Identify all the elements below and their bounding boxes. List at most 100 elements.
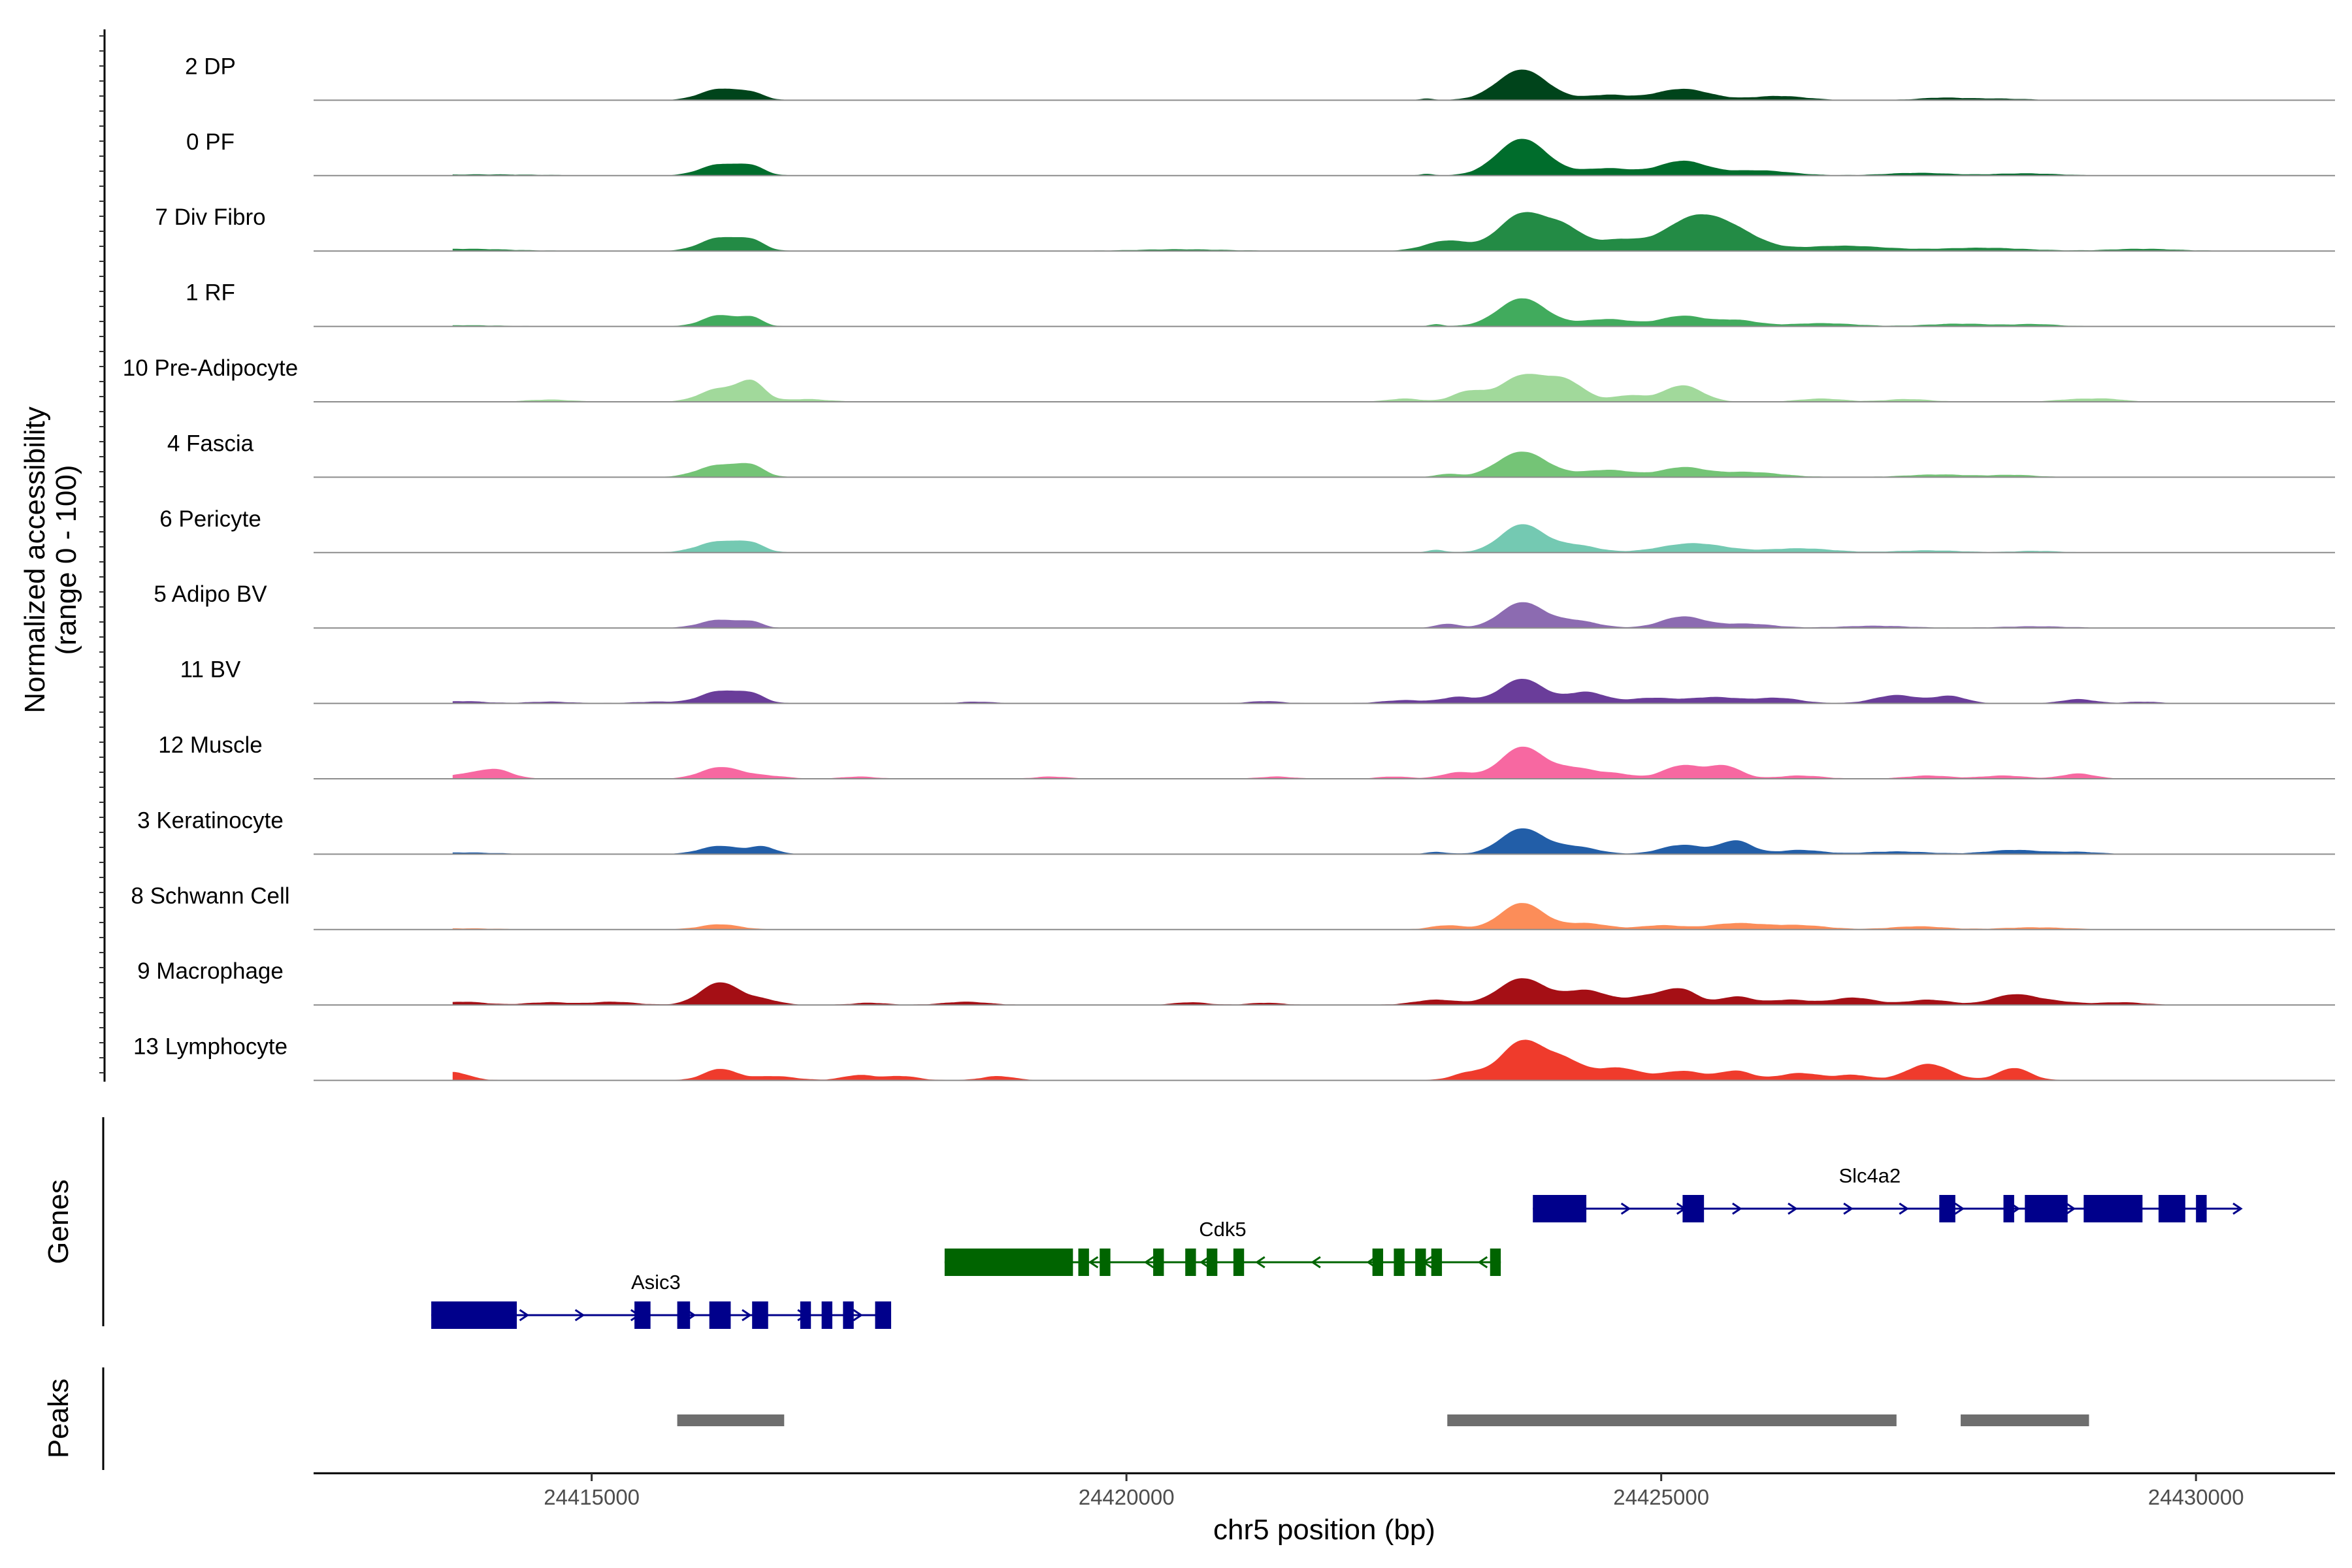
track-3-keratinocyte: 3 Keratinocyte xyxy=(137,808,2335,855)
exon xyxy=(2083,1195,2143,1222)
strand-arrow xyxy=(1620,1202,1631,1215)
peak-region xyxy=(677,1414,785,1426)
exon xyxy=(1372,1249,1384,1276)
track-label: 2 DP xyxy=(185,54,236,79)
y-axis-title: Normalized accessibility (range 0 - 100) xyxy=(19,406,82,713)
exon xyxy=(2196,1195,2207,1222)
strand-arrow xyxy=(1088,1256,1099,1269)
gene-label: Cdk5 xyxy=(1199,1218,1246,1241)
track-label: 4 Fascia xyxy=(167,431,254,456)
x-tick-label: 24425000 xyxy=(1613,1485,1709,1509)
exon xyxy=(1490,1249,1501,1276)
track-2-dp: 2 DP xyxy=(185,54,2335,101)
strand-arrow xyxy=(1843,1202,1854,1215)
x-axis-title: chr5 position (bp) xyxy=(1213,1514,1435,1546)
x-tick-label: 24430000 xyxy=(2148,1485,2244,1509)
strand-arrow xyxy=(742,1309,752,1322)
strand-arrow xyxy=(853,1309,863,1322)
exon xyxy=(875,1301,891,1329)
track-label: 10 Pre-Adipocyte xyxy=(123,355,298,381)
gene-slc4a2: Slc4a2 xyxy=(1533,1164,2243,1222)
exon xyxy=(1078,1249,1089,1276)
y-axis-title-line-2: (range 0 - 100) xyxy=(50,465,82,655)
exon xyxy=(821,1301,832,1329)
coverage-area xyxy=(452,978,2325,1005)
track-6-pericyte: 6 Pericyte xyxy=(159,506,2335,553)
track-label: 1 RF xyxy=(186,280,235,306)
peaks-track-title: Peaks xyxy=(42,1379,74,1458)
exon xyxy=(1533,1195,1587,1222)
peak-region xyxy=(1447,1414,1897,1426)
exon xyxy=(752,1301,768,1329)
strand-arrow xyxy=(2232,1202,2243,1215)
exon xyxy=(2003,1195,2014,1222)
genes-track-title: Genes xyxy=(42,1179,74,1264)
track-label: 7 Div Fibro xyxy=(155,204,265,230)
genes-panel: Genes Asic3 Cdk5 Slc4a2 xyxy=(42,1117,2243,1329)
strand-arrow xyxy=(1954,1202,1965,1215)
exon xyxy=(1415,1249,1426,1276)
exon xyxy=(677,1301,691,1329)
exon xyxy=(1233,1249,1245,1276)
exon xyxy=(800,1301,811,1329)
track-7-div-fibro: 7 Div Fibro xyxy=(155,204,2335,252)
gene-models: Asic3 Cdk5 Slc4a2 xyxy=(431,1164,2243,1329)
track-label: 8 Schwann Cell xyxy=(131,883,289,909)
track-label: 11 BV xyxy=(180,657,241,683)
strand-arrow xyxy=(1788,1202,1798,1215)
peaks-panel: Peaks xyxy=(42,1367,2089,1470)
exon xyxy=(1394,1249,1405,1276)
x-tick-label: 24420000 xyxy=(1079,1485,1175,1509)
strand-arrow xyxy=(1732,1202,1742,1215)
track-label: 9 Macrophage xyxy=(137,958,284,984)
coverage-tracks: 2 DP 0 PF 7 Div Fibro 1 RF 10 Pre-Adipocyte 4… xyxy=(123,54,2335,1081)
strand-arrow xyxy=(1199,1256,1210,1269)
x-axis: 24415000 24420000 24425000 24430000 chr5 po… xyxy=(314,1472,2335,1546)
track-8-schwann-cell: 8 Schwann Cell xyxy=(131,883,2335,930)
track-0-pf: 0 PF xyxy=(186,129,2335,176)
gene-asic3: Asic3 xyxy=(431,1271,891,1329)
strand-arrow xyxy=(1255,1256,1266,1269)
exon xyxy=(2158,1195,2185,1222)
track-13-lymphocyte: 13 Lymphocyte xyxy=(133,1034,2335,1081)
x-axis-ticks: 24415000 24420000 24425000 24430000 xyxy=(544,1473,2244,1509)
track-label: 3 Keratinocyte xyxy=(137,808,284,833)
exon xyxy=(944,1249,1073,1276)
x-tick-label: 24415000 xyxy=(544,1485,640,1509)
track-label: 13 Lymphocyte xyxy=(133,1034,287,1060)
strand-arrow xyxy=(2065,1202,2076,1215)
track-label: 0 PF xyxy=(186,129,235,155)
strand-arrow xyxy=(1899,1202,1909,1215)
gene-label: Asic3 xyxy=(631,1271,681,1294)
strand-arrow xyxy=(1477,1256,1488,1269)
peak-region xyxy=(1961,1414,2089,1426)
track-label: 6 Pericyte xyxy=(159,506,261,532)
exon xyxy=(843,1301,854,1329)
gene-cdk5: Cdk5 xyxy=(944,1218,1501,1276)
exon xyxy=(1185,1249,1196,1276)
strand-arrow xyxy=(574,1309,585,1322)
exon xyxy=(1939,1195,1955,1222)
track-1-rf: 1 RF xyxy=(186,280,2335,327)
strand-arrow xyxy=(519,1309,530,1322)
peak-regions xyxy=(677,1414,2089,1426)
coverage-y-axis xyxy=(99,29,106,1082)
exon xyxy=(1153,1249,1164,1276)
track-label: 12 Muscle xyxy=(158,732,263,758)
exon xyxy=(1431,1249,1443,1276)
track-12-muscle: 12 Muscle xyxy=(158,732,2335,779)
track-11-bv: 11 BV xyxy=(180,657,2335,704)
gene-label: Slc4a2 xyxy=(1838,1164,1901,1187)
exon xyxy=(431,1301,517,1329)
track-5-adipo-bv: 5 Adipo BV xyxy=(154,581,2335,629)
exon xyxy=(634,1301,651,1329)
exon xyxy=(2025,1195,2068,1222)
track-10-pre-adipocyte: 10 Pre-Adipocyte xyxy=(123,355,2335,402)
exon xyxy=(1206,1249,1218,1276)
strand-arrow xyxy=(1311,1256,1321,1269)
track-4-fascia: 4 Fascia xyxy=(167,431,2335,478)
exon xyxy=(1100,1249,1111,1276)
exon xyxy=(1682,1195,1705,1222)
